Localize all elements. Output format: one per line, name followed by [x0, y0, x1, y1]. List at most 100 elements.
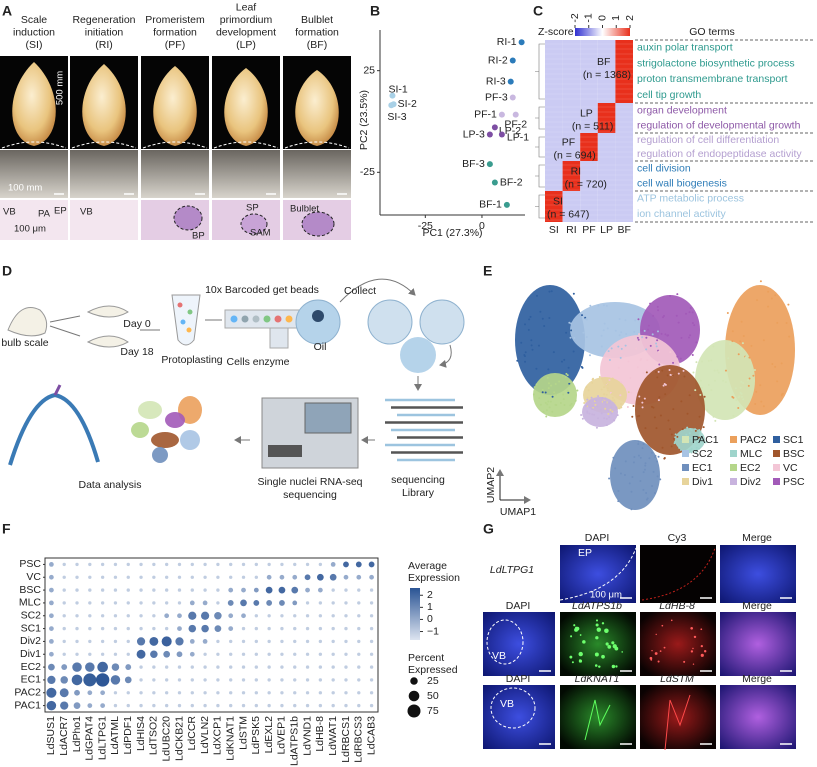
micrograph	[640, 545, 716, 603]
expression-dot	[139, 575, 143, 579]
point-label: LP-1	[507, 131, 529, 143]
signal-spot	[598, 665, 601, 668]
umap-cell	[620, 331, 623, 334]
umap-cell	[739, 386, 742, 389]
umap-cell	[602, 329, 605, 332]
umap-cell	[530, 344, 533, 347]
expression-dot	[62, 639, 66, 644]
umap-cell	[603, 322, 606, 325]
column-label: SI	[549, 224, 559, 236]
umap-cell	[594, 399, 597, 402]
umap-cell	[637, 440, 640, 443]
umap-cell	[604, 407, 607, 410]
expression-dot	[113, 562, 118, 567]
umap-cell	[617, 366, 620, 369]
expression-dot	[292, 600, 298, 606]
cut-line	[142, 141, 208, 149]
umap-cell	[659, 478, 662, 481]
umap-cell	[565, 372, 568, 375]
size-key	[407, 704, 421, 718]
umap-cell	[675, 314, 678, 317]
expression-dot	[100, 601, 105, 605]
signal-spot	[571, 661, 574, 664]
umap-cell	[755, 390, 758, 393]
chip-inlet	[269, 327, 289, 349]
umap-cell	[742, 398, 745, 401]
axis-label: UMAP2	[485, 467, 497, 503]
umap-cell	[638, 333, 641, 336]
row-label: Div1	[20, 648, 41, 660]
expression-dot	[88, 652, 92, 656]
point-label: BF-1	[479, 199, 502, 211]
umap-cell	[754, 402, 757, 405]
umap-cell	[636, 336, 639, 339]
legend-label: PSC	[783, 476, 805, 488]
expression-dot	[305, 691, 310, 695]
umap-cell	[550, 290, 553, 293]
umap-cell	[636, 366, 639, 369]
expression-dot	[203, 652, 207, 656]
umap-cell	[605, 304, 608, 307]
umap-cell	[688, 394, 691, 397]
bead	[180, 319, 186, 325]
expression-dot	[368, 561, 375, 568]
trajectory	[53, 384, 62, 396]
umap-cell	[774, 294, 777, 297]
umap-cell	[620, 406, 623, 409]
umap-cell	[576, 389, 579, 392]
umap-cell	[611, 377, 614, 380]
image-label: Merge	[742, 600, 772, 612]
umap-cell	[611, 410, 614, 413]
expression-dot	[254, 575, 259, 579]
dendrogram	[535, 136, 545, 158]
expression-dot	[201, 624, 209, 633]
expression-dot	[203, 575, 207, 579]
umap-cell	[742, 381, 745, 384]
umap-cell	[588, 400, 591, 403]
umap-cell	[731, 330, 734, 333]
expression-dot	[177, 665, 182, 669]
umap-cell	[691, 311, 694, 314]
signal-spot	[661, 624, 664, 627]
umap-cell	[602, 393, 605, 396]
umap-cluster	[695, 340, 755, 420]
leaf-icon	[86, 335, 129, 348]
umap-cell	[685, 433, 688, 436]
umap-cell	[780, 362, 783, 365]
umap-cell	[610, 347, 613, 350]
umap-cell	[586, 410, 589, 413]
y-tick-label: 25	[363, 64, 375, 76]
expression-dot	[87, 690, 93, 696]
umap-cell	[687, 336, 690, 339]
diagram-label: Single nuclei RNA-seq	[257, 476, 362, 488]
umap-cell	[615, 406, 618, 409]
dendrogram	[535, 106, 545, 130]
umap-cell	[667, 419, 670, 422]
umap-cell	[570, 322, 573, 325]
umap-cell	[747, 384, 750, 387]
gene-label: LdLTPG1	[96, 716, 108, 760]
expression-dot	[83, 673, 97, 687]
umap-cell	[524, 323, 527, 326]
umap-cell	[698, 447, 701, 450]
expression-dot	[164, 601, 169, 605]
expression-dot	[113, 639, 118, 644]
bead	[312, 310, 324, 322]
expression-dot	[357, 626, 361, 631]
expression-dot	[75, 601, 79, 605]
micrograph	[640, 685, 716, 749]
umap-cell	[586, 396, 589, 399]
expression-dot	[254, 562, 259, 567]
dendrogram	[535, 194, 545, 219]
expression-dot	[164, 575, 169, 579]
expression-dot	[203, 703, 207, 708]
signal-spot	[700, 653, 704, 657]
expression-dot	[152, 601, 156, 605]
expression-dot	[75, 575, 79, 579]
expression-dot	[203, 678, 207, 682]
legend-title: Average	[408, 560, 447, 572]
expression-dot	[149, 636, 159, 646]
expression-dot	[164, 691, 169, 695]
expression-dot	[203, 691, 207, 695]
umap-cell	[767, 290, 770, 293]
